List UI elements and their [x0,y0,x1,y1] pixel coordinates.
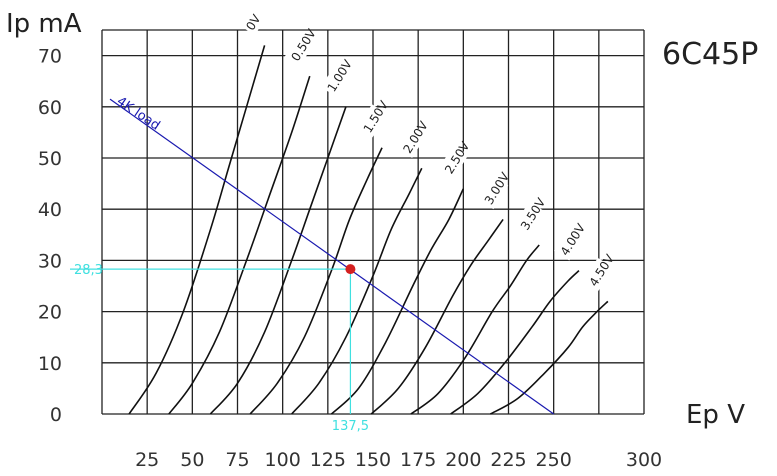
x-tick-label: 75 [225,449,249,471]
y-tick-label: 10 [38,353,62,375]
y-tick-label: 60 [38,97,62,119]
x-tick-label: 25 [135,449,159,471]
x-tick-label: 200 [445,449,481,471]
plate-curve [330,188,465,415]
operating-point-marker [345,264,356,275]
plate-curve [370,218,504,415]
operating-point-y-label: 28,3 [74,263,103,278]
plate-curve [249,147,383,415]
y-tick-label: 20 [38,302,62,324]
curve-label-bg [396,124,427,159]
chart-grid [101,29,645,415]
axis-ticks: 0 10 20 30 40 50 60 70 25 50 75 100 125 150 175 200 225 2… [38,46,662,471]
load-line-overlay: 4K load 28,3 137,5 [70,94,555,434]
plate-curve [410,244,540,415]
load-line-label: 4K load [114,94,163,134]
plate-curve [450,270,580,415]
y-axis-title: Ip mA [6,9,82,39]
x-tick-label: 175 [400,449,436,471]
x-tick-label: 300 [626,449,662,471]
x-tick-label: 225 [490,449,526,471]
x-tick-label: 50 [180,449,204,471]
y-tick-label: 70 [38,46,62,68]
operating-point-x-label: 137,5 [332,419,369,434]
plate-curve [128,45,266,415]
x-tick-label: 250 [536,449,572,471]
curve-label-bg [582,257,614,292]
y-tick-label: 0 [50,404,62,426]
chart-title: 6C45P [662,37,758,72]
curve-label-bg [478,175,509,210]
plate-curves [128,45,609,415]
x-tick-label: 125 [310,449,346,471]
curve-label-bg [357,104,388,138]
y-tick-label: 40 [38,199,62,221]
plate-curve [209,106,347,415]
x-axis-title: Ep V [686,400,745,430]
x-tick-label: 100 [265,449,301,471]
load-line [109,98,555,415]
plate-curve [291,167,423,415]
curve-label-bg [320,63,352,97]
curve-label-bg [438,145,469,179]
plate-curve [168,75,311,415]
x-tick-label: 150 [355,449,391,471]
curve-label-bg [554,227,585,261]
curve-label-bg [239,1,270,36]
y-tick-label: 50 [38,148,62,170]
curve-label-bg [284,32,315,66]
y-tick-label: 30 [38,250,62,272]
curve-label-bg [514,201,545,235]
plate-curve [490,300,609,415]
